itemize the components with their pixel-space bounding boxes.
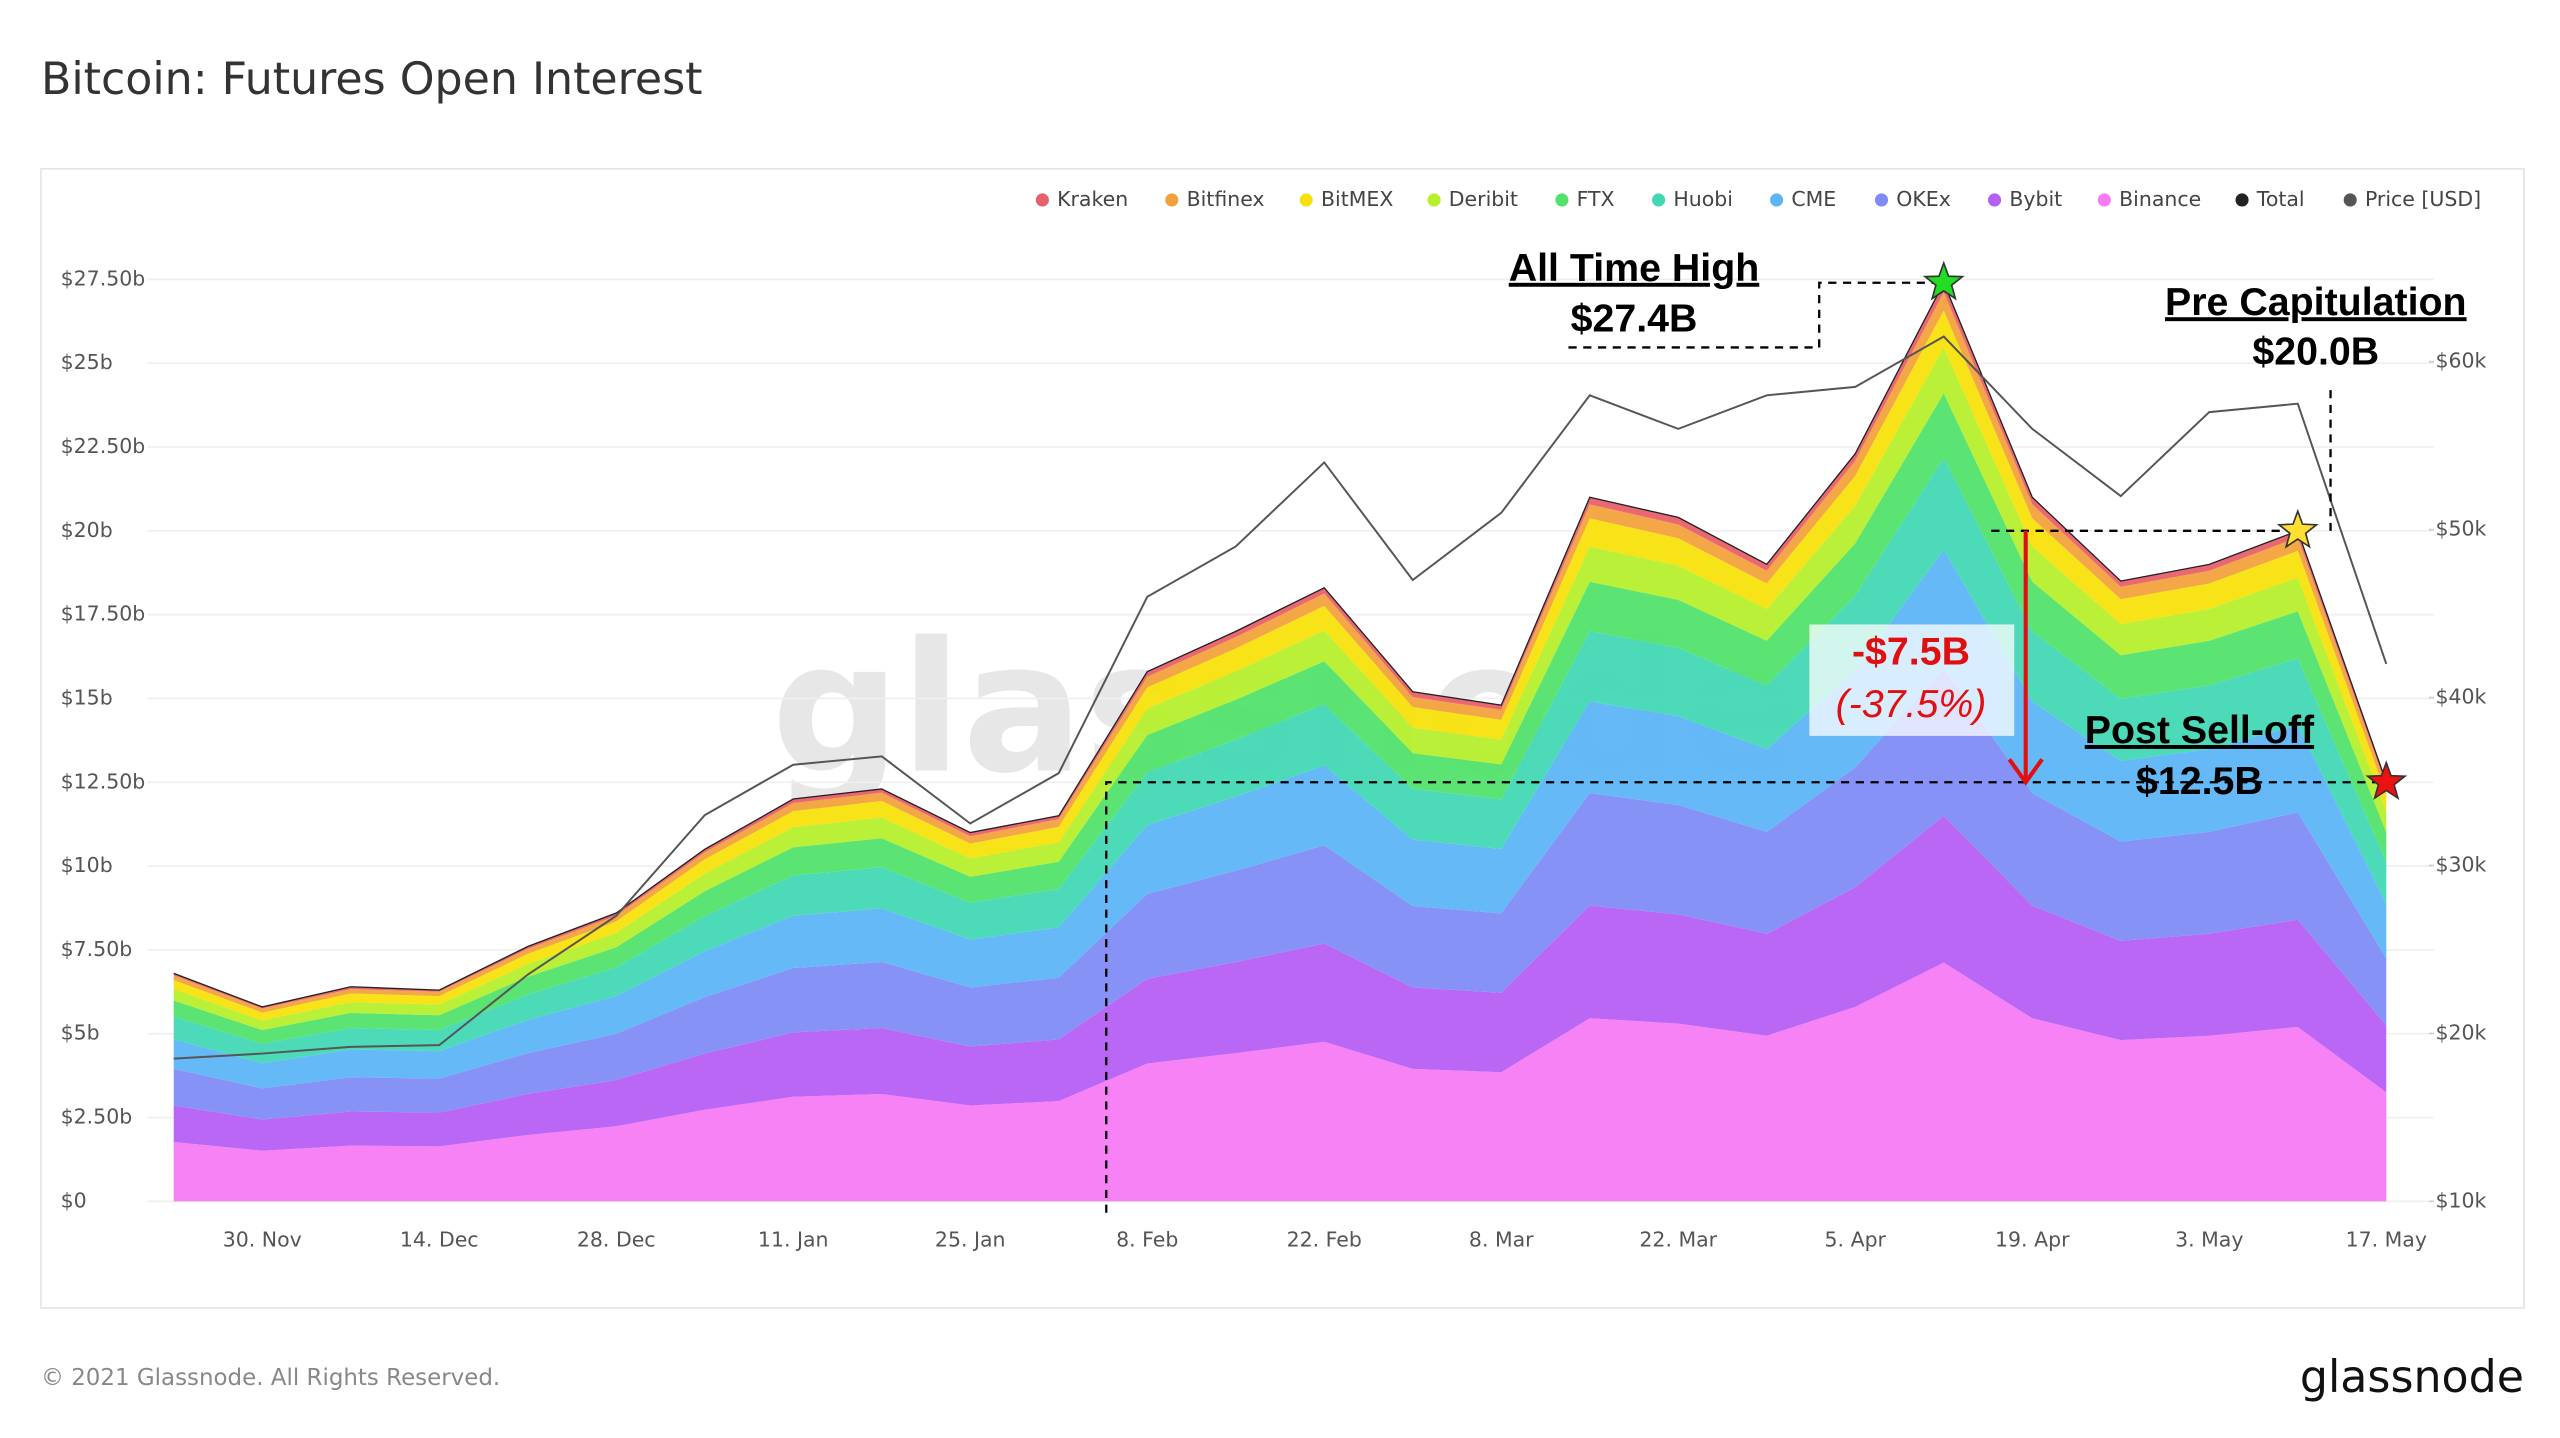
legend-swatch (1427, 193, 1441, 207)
x-tick-label: 28. Dec (577, 1228, 656, 1252)
post-label: Post Sell-off (2085, 708, 2315, 752)
legend-swatch (1299, 193, 1313, 207)
legend-swatch (1770, 193, 1784, 207)
legend-label: Bybit (2009, 187, 2062, 211)
pre-star (2276, 508, 2319, 549)
legend-swatch (2343, 193, 2357, 207)
y-tick-label: $2.50b (61, 1105, 133, 1129)
x-tick-label: 17. May (2346, 1228, 2427, 1252)
y-tick-label: $22.50b (61, 434, 146, 458)
legend-swatch (1165, 193, 1179, 207)
x-tick-label: 25. Jan (935, 1228, 1006, 1252)
price-line (173, 335, 2388, 1060)
y2-tick-label: $60k (2435, 349, 2486, 373)
y-tick-label: $10b (61, 853, 113, 877)
drop-arrowhead (2007, 758, 2044, 786)
x-tick-label: 22. Mar (1639, 1228, 1717, 1252)
y2-tick-label: $20k (2435, 1020, 2486, 1044)
drop-box (1809, 624, 2015, 736)
post-value: $12.5B (2136, 759, 2263, 803)
total-line (173, 281, 2387, 1008)
legend-label: Deribit (1449, 187, 1518, 211)
logo: glassnode (2300, 1352, 2524, 1403)
y-tick-label: $20b (61, 518, 113, 542)
legend-swatch (2097, 193, 2111, 207)
pre-label: Pre Capitulation (2165, 280, 2467, 324)
legend-swatch (2235, 193, 2249, 207)
y-tick-label: $25b (61, 350, 113, 374)
y-tick-label: $5b (61, 1021, 100, 1045)
x-tick-label: 8. Mar (1469, 1228, 1534, 1252)
y-tick-label: $27.50b (61, 266, 146, 290)
area-ftx (173, 393, 2387, 1044)
legend-swatch (1652, 193, 1666, 207)
area-cme (173, 549, 2387, 1089)
drop-pct: (-37.5%) (1836, 682, 1987, 726)
pre-value: $20.0B (2252, 329, 2379, 373)
legend-swatch (1555, 193, 1569, 207)
y2-tick-label: $40k (2435, 685, 2486, 709)
y-tick-label: $0 (61, 1188, 87, 1212)
drop-value: -$7.5B (1852, 629, 1970, 673)
legend-swatch (1988, 193, 2002, 207)
legend-swatch (1035, 193, 1049, 207)
y2-tick-label: $30k (2435, 852, 2486, 876)
legend-label: Total (2256, 187, 2305, 211)
legend-label: CME (1791, 187, 1836, 211)
legend-label: Huobi (1673, 187, 1733, 211)
y-tick-label: $12.50b (61, 769, 146, 793)
y2-tick-label: $10k (2435, 1188, 2486, 1212)
ath-value: $27.4B (1571, 297, 1698, 341)
legend-label: Bitfinex (1187, 187, 1265, 211)
legend-label: Price [USD] (2365, 187, 2481, 211)
legend-label: BitMEX (1321, 187, 1393, 211)
x-tick-label: 30. Nov (223, 1228, 302, 1252)
post-leader (1105, 781, 2387, 1213)
x-tick-label: 8. Feb (1116, 1228, 1178, 1252)
y-tick-label: $17.50b (61, 602, 146, 626)
ath-label: All Time High (1509, 246, 1760, 290)
ath-star (1922, 260, 1965, 301)
x-tick-label: 22. Feb (1287, 1228, 1362, 1252)
x-tick-label: 3. May (2175, 1228, 2243, 1252)
area-huobi (173, 457, 2387, 1064)
area-okex (173, 668, 2387, 1120)
area-binance (173, 962, 2387, 1202)
page-title: Bitcoin: Futures Open Interest (41, 54, 703, 105)
y-tick-label: $7.50b (61, 937, 133, 961)
x-tick-label: 14. Dec (400, 1228, 479, 1252)
x-tick-label: 19. Apr (1995, 1228, 2070, 1252)
legend-label: Binance (2119, 187, 2201, 211)
plot-area: $0 $2.50b $5b $7.50b $10b $12.50b $15b $17.50b $… (61, 187, 2487, 1252)
x-tick-label: 11. Jan (758, 1228, 829, 1252)
legend-label: FTX (1577, 187, 1615, 211)
legend-label: OKEx (1896, 187, 1951, 211)
x-tick-label: 5. Apr (1825, 1228, 1887, 1252)
copyright: © 2021 Glassnode. All Rights Reserved. (41, 1365, 500, 1391)
y-tick-label: $15b (61, 685, 113, 709)
area-bybit (173, 815, 2387, 1151)
ath-leader (1568, 281, 1944, 349)
legend-swatch (1874, 193, 1889, 207)
post-star (2365, 760, 2408, 801)
legend-label: Kraken (1057, 187, 1128, 211)
y2-tick-label: $50k (2435, 517, 2486, 541)
